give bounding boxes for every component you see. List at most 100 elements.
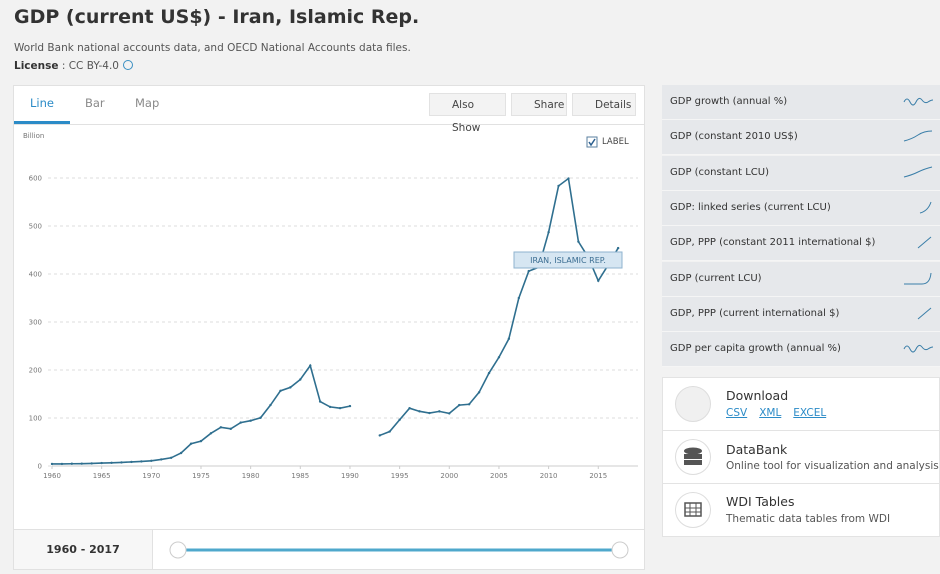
x-tick-label: 1985: [291, 472, 309, 480]
x-tick-label: 1995: [391, 472, 409, 480]
data-point: [616, 246, 620, 250]
x-tick-label: 1960: [43, 472, 61, 480]
card-title: DataBank: [726, 442, 788, 457]
sparkline: [919, 201, 932, 214]
series-label: IRAN, ISLAMIC REP.: [530, 256, 606, 265]
source-note: World Bank national accounts data, and O…: [14, 42, 411, 54]
share-button[interactable]: Share: [511, 93, 567, 116]
related-indicator[interactable]: GDP growth (annual %): [662, 85, 940, 120]
range-label: 1960 - 2017: [14, 530, 153, 569]
x-tick-label: 1965: [93, 472, 111, 480]
data-point: [189, 442, 193, 445]
related-indicator[interactable]: GDP (current LCU): [662, 261, 940, 297]
download-card: Download CSV XML EXCEL: [662, 377, 940, 431]
chart-panel: [13, 85, 645, 570]
indicator-name: GDP: linked series (current LCU): [670, 201, 831, 213]
data-point: [408, 407, 411, 410]
indicator-name: GDP per capita growth (annual %): [670, 343, 841, 355]
wdi-card[interactable]: WDI Tables Thematic data tables from WDI: [662, 483, 940, 537]
data-point: [209, 432, 213, 435]
data-point: [597, 279, 600, 282]
download-icon: [675, 386, 711, 422]
data-point: [90, 462, 93, 465]
license: License : CC BY-4.0: [14, 60, 133, 72]
data-point: [438, 410, 441, 413]
data-point: [179, 451, 183, 455]
data-point: [239, 421, 242, 424]
x-tick-label: 1980: [242, 472, 260, 480]
data-point: [328, 405, 332, 409]
data-point: [169, 456, 173, 459]
data-point: [318, 400, 322, 403]
tab[interactable]: Bar: [85, 96, 105, 110]
data-point: [120, 461, 123, 464]
slider-handle[interactable]: [169, 541, 187, 559]
data-point: [289, 386, 292, 389]
data-point: [418, 410, 421, 413]
y-tick-label: 0: [38, 463, 42, 471]
indicator-name: GDP, PPP (current international $): [670, 307, 840, 319]
related-indicator[interactable]: GDP per capita growth (annual %): [662, 332, 940, 368]
range-slider[interactable]: [160, 538, 640, 562]
data-point: [567, 177, 570, 180]
databank-card[interactable]: DataBank Online tool for visualization a…: [662, 430, 940, 484]
format-link[interactable]: EXCEL: [793, 407, 827, 419]
tab[interactable]: Line: [30, 96, 54, 110]
data-point: [309, 364, 312, 367]
data-point: [388, 430, 391, 433]
tab[interactable]: Map: [135, 96, 160, 110]
label-checkbox[interactable]: [586, 136, 598, 148]
data-point: [259, 416, 262, 419]
databank-icon: [675, 439, 711, 475]
y-tick-label: 400: [29, 271, 42, 279]
button-label: Details: [595, 99, 632, 111]
format-link[interactable]: XML: [759, 407, 782, 419]
active-tab-indicator: [14, 121, 70, 124]
data-point: [428, 411, 431, 415]
card-description: Online tool for visualization and analys…: [726, 460, 939, 472]
data-point: [70, 462, 74, 465]
y-tick-label: 300: [29, 319, 42, 327]
indicator-name: GDP, PPP (constant 2011 international $): [670, 237, 876, 249]
data-point: [249, 419, 252, 422]
data-point: [269, 403, 272, 407]
data-point: [348, 404, 352, 408]
data-point: [140, 460, 143, 463]
label-toggle-text: LABEL: [602, 137, 629, 147]
data-point: [299, 378, 302, 381]
card-description: Thematic data tables from WDI: [726, 513, 891, 525]
sparkline: [917, 236, 932, 249]
x-tick-label: 2010: [540, 472, 558, 480]
card-title: Download: [726, 388, 789, 403]
y-tick-label: 200: [29, 367, 42, 375]
indicator-name: GDP (current LCU): [670, 272, 762, 284]
sparkline: [903, 345, 934, 353]
format-link[interactable]: CSV: [726, 407, 748, 419]
info-icon[interactable]: [123, 60, 133, 70]
data-point: [477, 391, 481, 394]
related-indicator[interactable]: GDP: linked series (current LCU): [662, 190, 940, 226]
slider-handle[interactable]: [611, 541, 629, 559]
details-button[interactable]: Details: [572, 93, 636, 116]
related-indicator[interactable]: GDP (constant 2010 US$): [662, 120, 940, 156]
related-indicator[interactable]: GDP (constant LCU): [662, 155, 940, 191]
table-icon: [675, 492, 711, 528]
line-series: [51, 177, 619, 465]
y-tick-label: 500: [29, 223, 42, 231]
data-point: [60, 462, 64, 466]
y-tick-label: 600: [29, 175, 42, 183]
related-indicator[interactable]: GDP, PPP (current international $): [662, 296, 940, 332]
unit-label: Billion: [23, 132, 44, 140]
data-point: [130, 460, 133, 464]
data-point: [557, 184, 560, 188]
data-point: [219, 426, 223, 429]
data-point: [398, 418, 401, 421]
data-point: [100, 461, 103, 465]
related-indicator[interactable]: GDP, PPP (constant 2011 international $): [662, 226, 940, 262]
sparkline: [903, 166, 933, 178]
also-show-button[interactable]: Also Show: [429, 93, 506, 134]
data-point: [50, 462, 54, 466]
indicator-name: GDP growth (annual %): [670, 96, 788, 107]
indicator-name: GDP (constant LCU): [670, 166, 769, 178]
